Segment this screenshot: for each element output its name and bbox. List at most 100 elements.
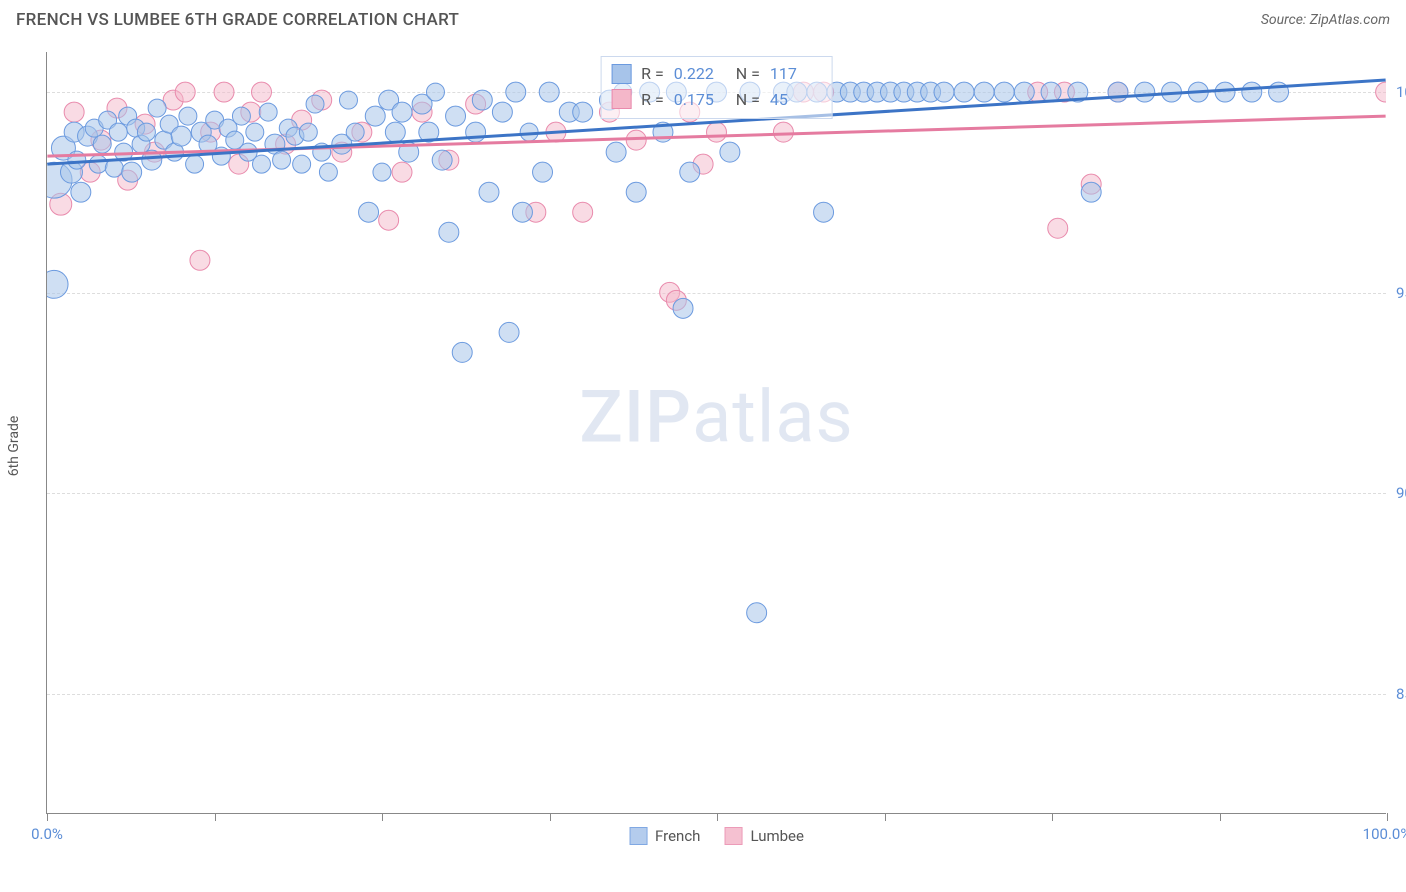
scatter-point [747, 603, 767, 623]
y-tick-label: 95.0% [1386, 284, 1406, 302]
scatter-point [299, 123, 317, 141]
scatter-point [379, 210, 399, 230]
scatter-svg [47, 52, 1386, 813]
scatter-point [306, 95, 324, 113]
legend-item-french: French [629, 827, 700, 845]
scatter-point [814, 202, 834, 222]
scatter-point [720, 142, 740, 162]
scatter-point [339, 91, 357, 109]
chart-title: FRENCH VS LUMBEE 6TH GRADE CORRELATION C… [16, 10, 459, 30]
scatter-point [171, 126, 191, 146]
scatter-point [137, 123, 155, 141]
scatter-point [373, 163, 391, 181]
legend-label-lumbee: Lumbee [750, 827, 804, 845]
scatter-point [1081, 182, 1101, 202]
scatter-point [346, 123, 364, 141]
scatter-point [446, 106, 466, 126]
scatter-point [392, 102, 412, 122]
x-tick [717, 813, 718, 821]
scatter-point [539, 82, 559, 102]
scatter-point [385, 122, 405, 142]
scatter-point [47, 270, 68, 298]
scatter-point [273, 151, 291, 169]
scatter-point [365, 106, 385, 126]
scatter-point [1242, 82, 1262, 102]
scatter-point [452, 342, 472, 362]
scatter-point [707, 122, 727, 142]
stats-row-french: R = 0.222 N = 117 [611, 61, 822, 87]
stats-swatch-french [611, 64, 631, 84]
x-tick [47, 813, 48, 821]
scatter-point [246, 123, 264, 141]
legend-item-lumbee: Lumbee [724, 827, 804, 845]
scatter-point [680, 162, 700, 182]
y-tick-label: 100.0% [1386, 83, 1406, 101]
scatter-point [179, 107, 197, 125]
scatter-point [533, 162, 553, 182]
scatter-point [1376, 82, 1386, 102]
scatter-point [122, 162, 142, 182]
scatter-point [1048, 218, 1068, 238]
scatter-point [105, 159, 123, 177]
x-tick [885, 813, 886, 821]
scatter-point [994, 82, 1014, 102]
stats-n-label: N = [736, 61, 760, 87]
scatter-point [392, 162, 412, 182]
scatter-point [293, 155, 311, 173]
scatter-point [1135, 82, 1155, 102]
scatter-point [319, 163, 337, 181]
scatter-point [1041, 82, 1061, 102]
scatter-point [432, 150, 452, 170]
stats-n-french: 117 [770, 61, 822, 87]
stats-r-label: R = [641, 87, 664, 113]
scatter-point [232, 107, 250, 125]
x-tick [550, 813, 551, 821]
legend-label-french: French [655, 827, 700, 845]
scatter-point [573, 102, 593, 122]
scatter-point [252, 82, 272, 102]
legend: French Lumbee [629, 827, 804, 845]
x-tick [1220, 813, 1221, 821]
stats-n-label: N = [736, 87, 760, 113]
scatter-point [175, 82, 195, 102]
scatter-point [1014, 82, 1034, 102]
scatter-point [512, 202, 532, 222]
chart-plot-area: ZIPatlas R = 0.222 N = 117 R = 0.175 N =… [46, 52, 1386, 814]
scatter-point [573, 202, 593, 222]
stats-swatch-lumbee [611, 89, 631, 109]
y-tick-label: 85.0% [1386, 685, 1406, 703]
scatter-point [974, 82, 994, 102]
scatter-point [71, 182, 91, 202]
scatter-point [109, 123, 127, 141]
stats-box: R = 0.222 N = 117 R = 0.175 N = 45 [600, 56, 833, 119]
scatter-point [773, 122, 793, 142]
scatter-point [93, 135, 111, 153]
stats-r-lumbee: 0.175 [674, 87, 726, 113]
y-tick-label: 90.0% [1386, 484, 1406, 502]
x-tick [215, 813, 216, 821]
scatter-point [439, 222, 459, 242]
scatter-point [214, 82, 234, 102]
x-tick-label: 0.0% [31, 825, 63, 843]
legend-swatch-lumbee [724, 827, 742, 845]
x-tick [1387, 813, 1388, 821]
scatter-point [253, 155, 271, 173]
scatter-point [359, 202, 379, 222]
scatter-point [506, 82, 526, 102]
stats-r-french: 0.222 [674, 61, 726, 87]
scatter-point [479, 182, 499, 202]
scatter-point [190, 250, 210, 270]
scatter-point [259, 103, 277, 121]
scatter-point [499, 322, 519, 342]
legend-swatch-french [629, 827, 647, 845]
scatter-point [148, 99, 166, 117]
scatter-point [186, 155, 204, 173]
scatter-point [89, 155, 107, 173]
stats-r-label: R = [641, 61, 664, 87]
scatter-point [64, 102, 84, 122]
x-tick [1052, 813, 1053, 821]
source-attribution: Source: ZipAtlas.com [1261, 12, 1390, 28]
scatter-point [1108, 82, 1128, 102]
scatter-point [954, 82, 974, 102]
scatter-point [492, 102, 512, 122]
